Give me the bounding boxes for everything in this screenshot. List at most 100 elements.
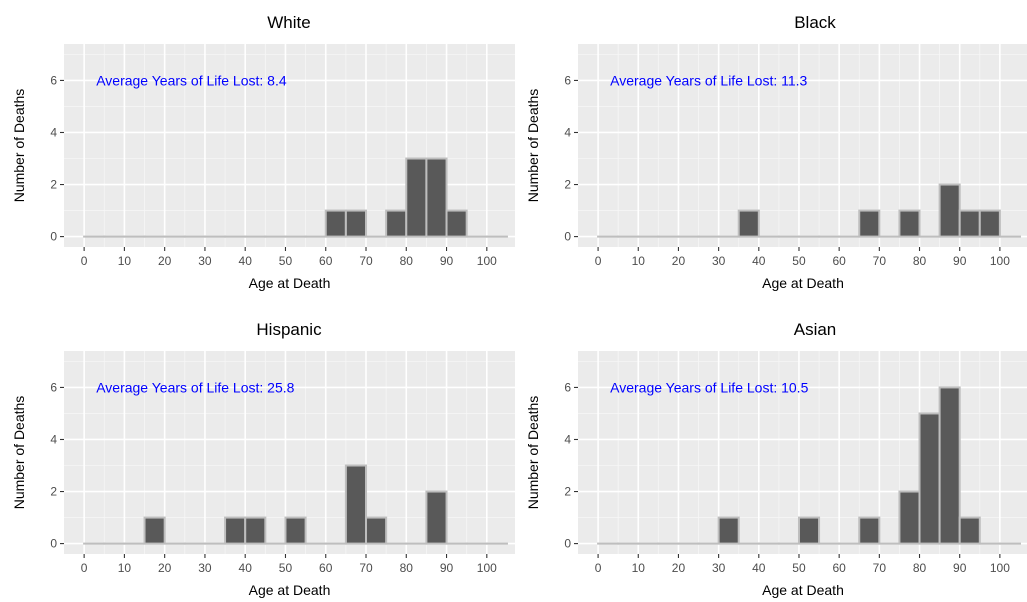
y-tick-label: 0 <box>564 537 571 551</box>
histogram-bar <box>344 464 368 545</box>
y-axis-title: Number of Deaths <box>525 396 541 510</box>
x-axis-title: Age at Death <box>762 275 844 291</box>
y-axis-title: Number of Deaths <box>11 89 27 203</box>
histogram-bar <box>425 157 448 238</box>
y-tick-label: 2 <box>564 485 571 499</box>
y-tick-label: 0 <box>564 230 571 244</box>
histogram-bar <box>224 516 247 545</box>
x-tick-label: 50 <box>279 561 293 575</box>
x-tick-label: 100 <box>477 561 497 575</box>
facet-title: Black <box>794 13 836 32</box>
x-tick-label: 40 <box>752 254 766 268</box>
x-tick-label: 80 <box>913 254 927 268</box>
x-tick-label: 100 <box>990 254 1010 268</box>
x-tick-label: 90 <box>440 561 454 575</box>
x-tick-label: 20 <box>672 561 686 575</box>
histogram-bar <box>737 209 760 238</box>
x-tick-label: 0 <box>595 254 602 268</box>
histogram-bar <box>938 183 961 238</box>
x-tick-label: 90 <box>953 254 967 268</box>
y-tick-label: 4 <box>564 125 571 139</box>
histogram-bar <box>244 516 267 545</box>
x-tick-label: 0 <box>81 254 88 268</box>
histogram-bar <box>958 516 981 545</box>
x-tick-label: 80 <box>400 561 414 575</box>
x-tick-label: 30 <box>198 561 212 575</box>
histogram-bar <box>365 516 388 545</box>
x-tick-label: 90 <box>953 561 967 575</box>
x-tick-label: 100 <box>477 254 497 268</box>
histogram-bar <box>143 516 166 545</box>
y-tick-label: 6 <box>50 380 57 394</box>
x-tick-label: 10 <box>118 561 132 575</box>
histogram-bar <box>385 209 408 238</box>
x-tick-label: 10 <box>632 254 646 268</box>
facet-title: White <box>267 13 310 32</box>
histogram-bar <box>324 209 347 238</box>
x-tick-label: 0 <box>595 561 602 575</box>
histogram-bar <box>717 516 740 545</box>
x-tick-label: 50 <box>792 561 806 575</box>
x-tick-label: 30 <box>712 561 726 575</box>
y-tick-label: 6 <box>564 73 571 87</box>
histogram-bar <box>344 209 368 238</box>
histogram-bar <box>958 209 981 238</box>
y-tick-label: 6 <box>564 380 571 394</box>
x-tick-label: 80 <box>913 561 927 575</box>
x-tick-label: 0 <box>81 561 88 575</box>
histogram-bar <box>898 490 921 545</box>
facet-title: Asian <box>794 320 837 339</box>
annotation-label: Average Years of Life Lost: 11.3 <box>610 72 807 88</box>
x-tick-label: 80 <box>400 254 414 268</box>
x-tick-label: 10 <box>118 254 132 268</box>
x-tick-label: 60 <box>319 254 333 268</box>
facet-title: Hispanic <box>256 320 322 339</box>
x-tick-label: 20 <box>158 561 172 575</box>
x-tick-label: 60 <box>832 254 846 268</box>
facet-white: White Average Years of Life Lost: 8.4 0 2 4 6… <box>11 13 515 291</box>
histogram-bar <box>858 516 881 545</box>
facet-hispanic: Hispanic Average Years of Life Lost: 25.8… <box>11 320 515 598</box>
y-tick-label: 4 <box>50 432 57 446</box>
x-tick-label: 50 <box>792 254 806 268</box>
x-tick-label: 40 <box>752 561 766 575</box>
facet-black: Black Average Years of Life Lost: 11.3 0 2 4… <box>525 13 1027 291</box>
y-tick-label: 2 <box>50 178 57 192</box>
y-tick-label: 4 <box>50 125 57 139</box>
x-tick-label: 20 <box>158 254 172 268</box>
histogram-bar <box>405 157 428 238</box>
x-axis-title: Age at Death <box>249 582 331 598</box>
y-axis-title: Number of Deaths <box>525 89 541 203</box>
y-tick-label: 0 <box>50 537 57 551</box>
x-tick-label: 70 <box>873 561 887 575</box>
histogram-bar <box>284 516 307 545</box>
x-tick-label: 40 <box>239 561 253 575</box>
histogram-bar <box>898 209 921 238</box>
x-tick-label: 90 <box>440 254 454 268</box>
x-tick-label: 70 <box>359 254 373 268</box>
x-tick-label: 70 <box>359 561 373 575</box>
annotation-label: Average Years of Life Lost: 10.5 <box>610 379 808 395</box>
facet-asian: Asian Average Years of Life Lost: 10.5 0 2 4… <box>525 320 1027 598</box>
histogram-bar <box>938 386 961 545</box>
y-axis-title: Number of Deaths <box>11 396 27 510</box>
annotation-label: Average Years of Life Lost: 25.8 <box>96 379 294 395</box>
histogram-bar <box>918 412 941 545</box>
y-tick-label: 6 <box>50 73 57 87</box>
y-tick-label: 2 <box>564 178 571 192</box>
histogram-bar <box>445 209 468 238</box>
x-tick-label: 30 <box>198 254 212 268</box>
histogram-bar <box>858 209 881 238</box>
x-tick-label: 10 <box>632 561 646 575</box>
x-tick-label: 60 <box>832 561 846 575</box>
x-tick-label: 70 <box>873 254 887 268</box>
x-tick-label: 60 <box>319 561 333 575</box>
y-tick-label: 0 <box>50 230 57 244</box>
x-tick-label: 30 <box>712 254 726 268</box>
x-axis-title: Age at Death <box>762 582 844 598</box>
x-tick-label: 20 <box>672 254 686 268</box>
histogram-bar <box>797 516 821 545</box>
y-tick-label: 4 <box>564 432 571 446</box>
x-tick-label: 40 <box>239 254 253 268</box>
